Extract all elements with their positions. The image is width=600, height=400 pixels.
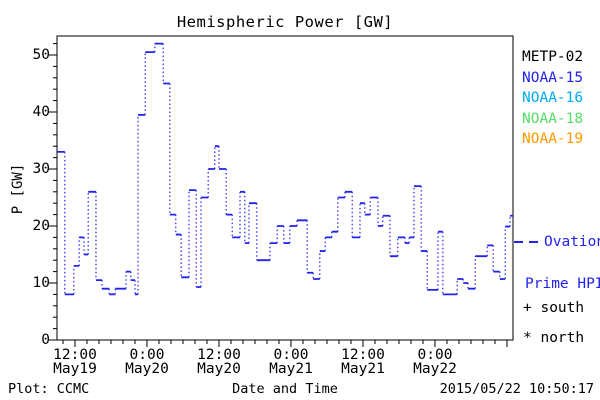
x-tick-date: May19 [53,361,97,377]
satellite-legend-item: METP-02 [522,49,584,65]
render-timestamp: 2015/05/22 10:50:17 [439,381,594,397]
y-tick-label: 10 [32,275,50,291]
x-tick-time: 12:00 [341,347,385,363]
marker-legend-south: + south [523,300,585,316]
y-tick-label: 0 [41,332,50,348]
ovation-legend-label: Ovation [544,234,600,250]
x-tick-label: 0:00 May20 [125,347,169,377]
x-tick-label: 12:00 May20 [197,347,241,377]
line-sample-dash-icon [514,241,523,243]
x-tick-date: May21 [341,361,385,377]
x-axis-title: Date and Time [232,381,338,397]
marker-legend-north: * north [523,330,585,346]
satellite-legend-item: NOAA-15 [522,69,584,86]
x-tick-date: May20 [197,361,241,377]
ovation-legend: Ovation Prime HPI [514,207,600,319]
step-curve-connectors [64,43,511,295]
y-tick-label: 50 [32,47,50,63]
x-tick-label: 0:00 May21 [269,347,313,377]
x-tick-date: May20 [125,361,169,377]
x-tick-date: May22 [413,361,457,377]
x-tick-time: 0:00 [273,347,309,363]
chart-title: Hemispheric Power [GW] [176,13,394,31]
line-sample-dash-icon [529,241,538,243]
y-tick-label: 20 [32,218,50,234]
x-tick-time: 0:00 [129,347,165,363]
y-tick-label: 30 [32,161,50,177]
step-curve-levels [57,42,513,296]
x-tick-time: 12:00 [53,347,97,363]
satellite-legend-item: NOAA-18 [522,110,584,127]
satellite-legend-item: NOAA-19 [522,131,584,148]
x-tick-time: 0:00 [417,347,453,363]
ovation-legend-line2: Prime HPI [525,276,600,292]
satellite-legend-item: NOAA-16 [522,90,584,107]
ovation-legend-line1: Ovation [514,235,600,249]
y-tick-label: 40 [32,104,50,120]
x-tick-date: May21 [269,361,313,377]
x-tick-label: 12:00 May19 [53,347,97,377]
x-tick-label: 0:00 May22 [413,347,457,377]
x-tick-label: 12:00 May21 [341,347,385,377]
plot-credit: Plot: CCMC [8,381,90,397]
plot-box [56,35,514,341]
x-tick-time: 12:00 [197,347,241,363]
